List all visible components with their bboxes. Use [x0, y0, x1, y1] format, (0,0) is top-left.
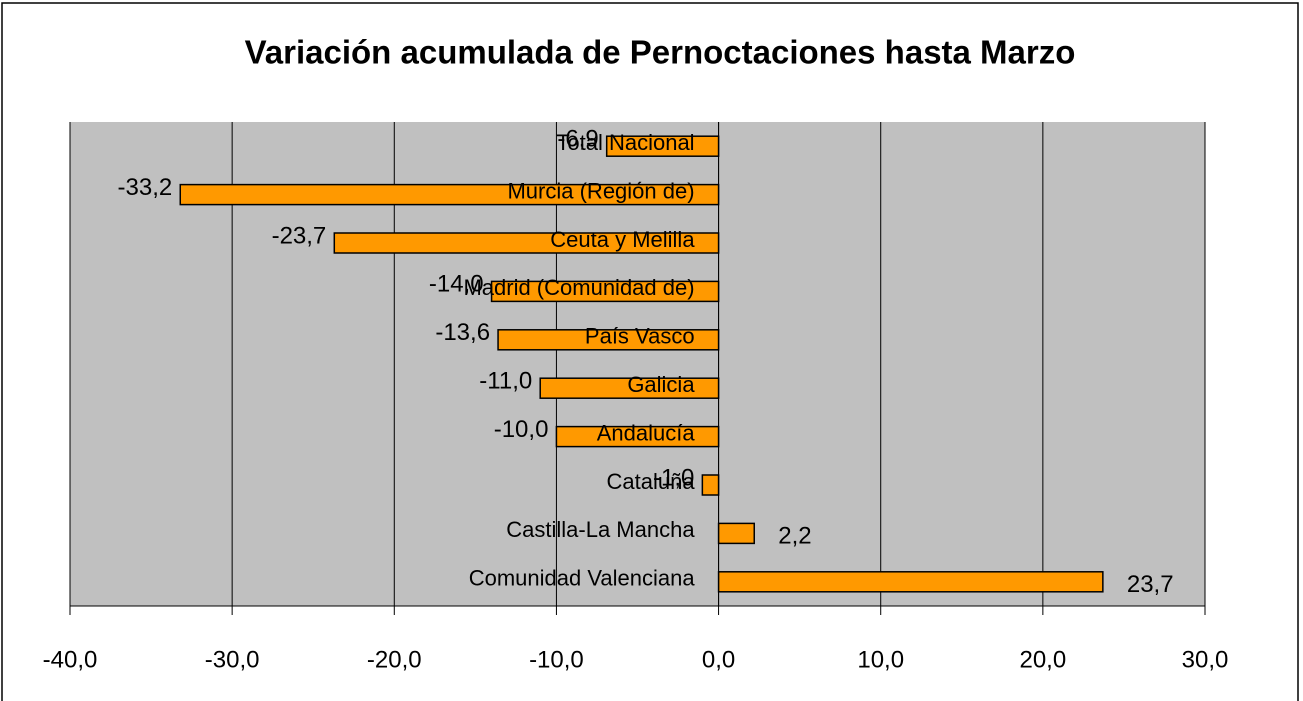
category-label: Cataluña [606, 469, 695, 494]
x-tick-label: -20,0 [367, 646, 422, 673]
category-label: Castilla-La Mancha [506, 517, 695, 542]
category-label: Murcia (Región de) [507, 178, 694, 203]
bar [717, 571, 1104, 593]
value-label: -6,9 [557, 126, 598, 153]
value-label: -23,7 [272, 222, 327, 249]
category-label: Galicia [627, 372, 695, 397]
category-label: Ceuta y Melilla [550, 227, 695, 252]
category-label: Comunidad Valenciana [469, 566, 696, 591]
x-tick-label: 30,0 [1182, 646, 1229, 673]
x-tick-label: 0,0 [702, 646, 735, 673]
x-tick-label: -10,0 [529, 646, 584, 673]
x-tick-label: 20,0 [1019, 646, 1066, 673]
category-label: Andalucía [597, 420, 696, 445]
x-tick-label: 10,0 [857, 646, 904, 673]
value-label: 23,7 [1127, 571, 1174, 598]
value-label: -1,0 [653, 464, 694, 491]
x-tick-label: -40,0 [43, 646, 98, 673]
value-label: -11,0 [479, 368, 532, 395]
value-label: -10,0 [494, 416, 549, 443]
value-label: -14,0 [429, 271, 484, 298]
bar [701, 474, 720, 496]
bar [717, 522, 755, 545]
value-label: -33,2 [118, 174, 173, 201]
category-label: Madrid (Comunidad de) [463, 275, 694, 300]
category-label: Total Nacional [556, 130, 694, 155]
value-label: 2,2 [778, 523, 811, 550]
chart-title: Variación acumulada de Pernoctaciones ha… [245, 34, 1076, 71]
value-label: -13,6 [435, 319, 490, 346]
x-tick-label: -30,0 [205, 646, 260, 673]
category-label: País Vasco [585, 324, 695, 349]
